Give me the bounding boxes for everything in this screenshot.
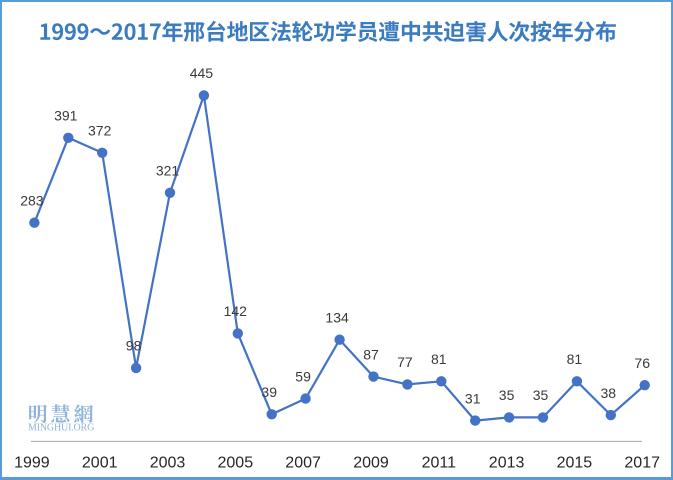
data-label-2001: 372 [88,123,112,139]
x-tick-2007: 2007 [285,455,321,472]
data-label-2016: 38 [601,385,617,401]
data-label-2015: 81 [567,351,583,367]
x-tick-2003: 2003 [150,455,186,472]
data-label-2003: 321 [156,163,180,179]
data-point-2000 [63,132,74,143]
x-tick-2015: 2015 [557,455,593,472]
data-label-2011: 81 [431,351,447,367]
x-tick-2011: 2011 [422,455,457,472]
x-axis-tick-labels: 1999 2001 2003 2005 2007 2009 2011 2013 2015 2017 [14,455,660,472]
data-point-2008 [334,334,345,345]
data-label-2000: 391 [54,108,78,124]
minghui-cjk-glyphs [29,404,94,424]
x-tick-2017: 2017 [624,455,660,472]
data-point-2007 [300,393,311,404]
data-label-2017: 76 [634,355,650,371]
data-label-2014: 35 [533,387,549,403]
data-point-2013 [503,412,515,423]
minghui-org-label: MINGHUI.ORG [28,422,94,433]
data-point-2009 [368,371,379,382]
series-line [33,94,646,422]
data-point-2010 [402,379,413,390]
data-labels: 283 391 372 98 321 445 142 39 59 134 87 77 81 31 35 35 8… [20,65,650,406]
x-tick-1999: 1999 [14,455,50,472]
x-tick-2001: 2001 [82,455,118,472]
data-point-2004 [198,90,210,101]
chart-title [40,20,616,42]
data-point-2017 [639,380,650,391]
data-label-2002: 98 [126,338,142,354]
data-label-2005: 142 [224,303,248,319]
x-tick-2005: 2005 [218,455,254,472]
data-point-2006 [266,409,277,420]
data-label-2013: 35 [499,387,515,403]
data-point-2005 [232,328,243,339]
data-point-2011 [436,376,447,387]
data-label-2009: 87 [363,346,379,362]
data-point-2002 [130,362,142,374]
data-label-2010: 77 [397,354,413,370]
data-label-2012: 31 [465,390,481,406]
data-point-2016 [605,409,616,421]
data-series [29,90,650,426]
data-point-2003 [164,187,176,198]
x-tick-2013: 2013 [489,455,525,472]
data-point-2015 [571,376,583,387]
data-label-2006: 39 [261,384,277,400]
data-point-2001 [97,147,108,158]
data-label-2008: 134 [325,310,349,326]
data-point-1999 [29,217,40,228]
data-point-2014 [537,412,549,423]
chart-title-glyphs [40,20,616,42]
data-point-2012 [470,415,481,426]
data-label-2007: 59 [295,368,311,384]
x-tick-2009: 2009 [353,455,389,472]
data-label-1999: 283 [20,193,44,209]
data-label-2004: 445 [190,65,214,81]
minghui-watermark: MINGHUI.ORG [28,404,94,433]
